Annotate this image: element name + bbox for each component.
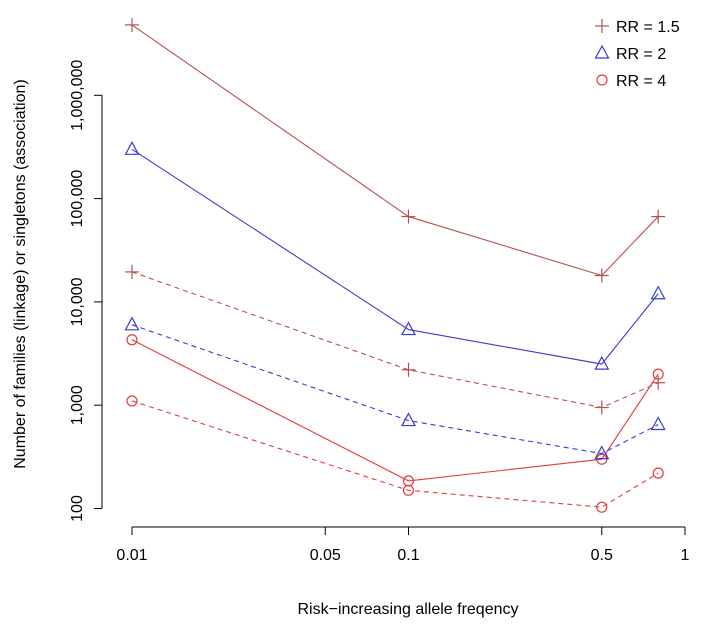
series-linkage-triangle-point	[124, 141, 140, 155]
x-tick-label: 0.1	[397, 547, 419, 564]
x-axis-title: Risk−increasing allele freqency	[298, 601, 519, 618]
series-linkage-plus-point	[125, 17, 139, 32]
series-association-triangle-point	[124, 316, 140, 331]
x-tick-label: 0.5	[591, 547, 613, 564]
series-association-triangle-point	[594, 445, 610, 460]
series-linkage-plus-point	[651, 209, 666, 224]
series-linkage-circle-line	[131, 339, 659, 482]
series-association-triangle	[124, 316, 666, 460]
series-linkage-circle-point	[126, 334, 138, 346]
series-linkage-triangle-point	[594, 355, 610, 370]
legend-marker	[594, 44, 610, 59]
series-linkage-triangle-line	[131, 148, 659, 365]
x-tick-label: 1	[681, 547, 690, 564]
series-linkage-triangle	[124, 141, 666, 370]
series-association-triangle-line	[131, 324, 659, 455]
legend-label: RR = 1.5	[616, 19, 680, 36]
legend-marker	[595, 19, 609, 33]
series-association-circle	[126, 395, 664, 513]
y-axis-title: Number of families (linkage) or singleto…	[12, 79, 29, 469]
series-association-plus	[125, 264, 666, 415]
axes: 0.01 0.05 0.1 0.5 1 100 1,000 10,000 100,000 1,00…	[69, 60, 690, 564]
series-linkage-plus-point	[401, 209, 416, 224]
series-association-circle-point	[652, 467, 664, 479]
series-association-plus-point	[651, 375, 666, 390]
series-association-plus-line	[131, 271, 659, 409]
series-linkage-plus-point	[594, 268, 609, 283]
series-linkage-triangle-point	[650, 285, 666, 300]
series-association-plus-point	[125, 264, 139, 279]
legend-label: RR = 4	[616, 73, 666, 90]
legend-marker	[596, 74, 608, 86]
series-association-circle-point	[126, 395, 138, 407]
x-tick-label: 0.01	[116, 547, 147, 564]
series-layer	[124, 17, 666, 513]
legend-label: RR = 2	[616, 46, 666, 63]
y-tick-label: 1,000,000	[69, 60, 86, 131]
series-association-circle-line	[131, 400, 659, 508]
series-linkage-plus	[125, 17, 666, 283]
series-association-plus-point	[594, 400, 609, 415]
legend: RR = 1.5 RR = 2 RR = 4	[594, 19, 680, 90]
series-association-circle-point	[402, 484, 415, 496]
series-association-plus-point	[401, 362, 416, 377]
series-linkage-circle	[126, 334, 664, 487]
x-tick-label: 0.05	[310, 547, 341, 564]
y-tick-label: 1,000	[69, 385, 86, 425]
series-linkage-circle-point	[596, 453, 608, 465]
y-tick-label: 100	[69, 495, 86, 522]
series-linkage-plus-line	[131, 24, 659, 277]
series-linkage-triangle-point	[400, 321, 417, 336]
series-association-circle-point	[596, 501, 608, 513]
series-association-triangle-point	[650, 416, 666, 431]
y-tick-label: 10,000	[69, 277, 86, 326]
series-association-triangle-point	[400, 412, 417, 427]
y-tick-label: 100,000	[69, 170, 86, 228]
